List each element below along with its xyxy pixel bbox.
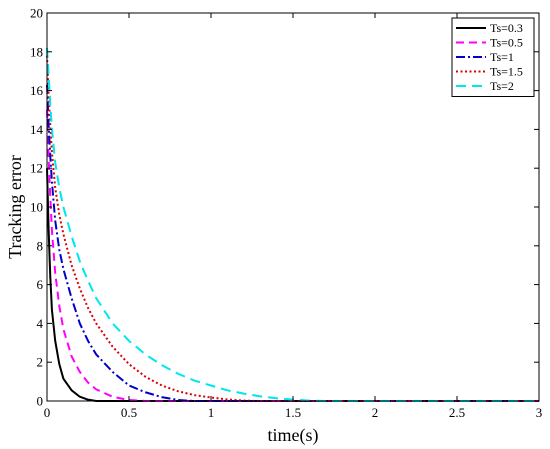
legend-box [451, 17, 535, 97]
y-tick-label: 20 [30, 6, 43, 21]
y-tick-label: 0 [37, 394, 44, 409]
y-tick-label: 8 [37, 238, 44, 253]
y-tick-label: 10 [30, 200, 43, 215]
legend-label: Ts=0.3 [490, 21, 523, 35]
y-tick-label: 4 [37, 316, 44, 331]
x-tick-label: 2.5 [449, 405, 465, 420]
x-axis-label: time(s) [268, 425, 319, 446]
legend-label: Ts=2 [490, 79, 514, 93]
legend-label: Ts=0.5 [490, 36, 523, 50]
x-tick-label: 0 [44, 405, 51, 420]
x-tick-label: 0.5 [121, 405, 137, 420]
y-tick-label: 12 [30, 161, 43, 176]
y-tick-label: 14 [30, 122, 44, 137]
legend: Ts=0.3Ts=0.5Ts=1Ts=1.5Ts=2 [451, 17, 535, 97]
x-tick-label: 1 [208, 405, 215, 420]
series-line-5 [46, 47, 539, 402]
legend-label: Ts=1.5 [490, 65, 523, 79]
series-line-4 [46, 55, 539, 402]
y-tick-label: 18 [30, 44, 43, 59]
x-tick-label: 1.5 [285, 405, 301, 420]
legend-label: Ts=1 [490, 50, 514, 64]
y-tick-label: 16 [30, 83, 44, 98]
y-tick-label: 2 [37, 355, 44, 370]
y-axis-label: Tracking error [5, 155, 25, 259]
ticks-layer: 0 0.5 1 1.5 2 2.5 3 0 2 4 6 8 10 12 14 16 18 20 [30, 6, 542, 421]
x-tick-label: 2 [372, 405, 379, 420]
x-tick-label: 3 [536, 405, 543, 420]
y-tick-label: 6 [37, 277, 44, 292]
